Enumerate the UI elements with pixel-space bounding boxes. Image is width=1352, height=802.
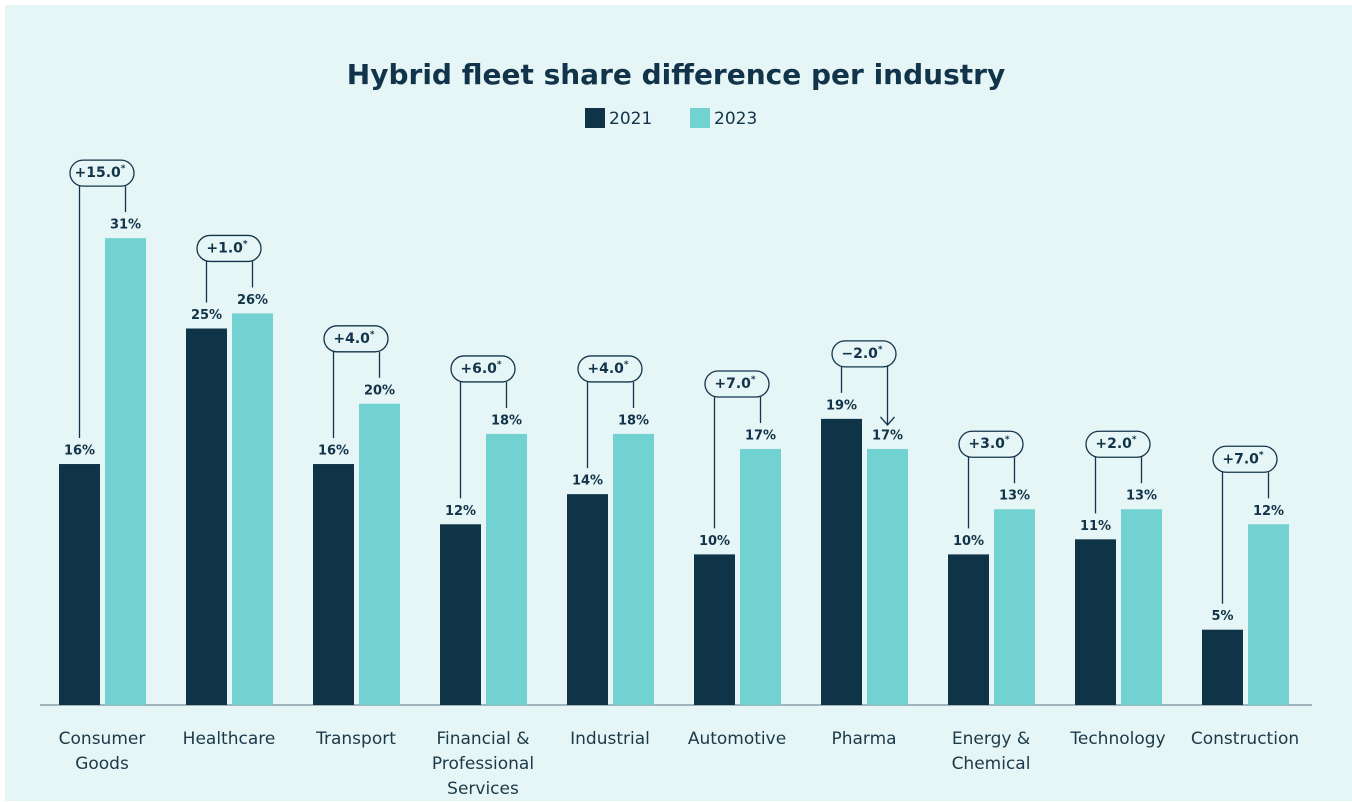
value-label: 31% [110,218,141,233]
value-label: 10% [699,534,730,549]
bar [1121,509,1162,705]
diff-value: +3.0 [968,436,1005,452]
diff-value: +2.0 [1095,436,1132,452]
bar [1075,539,1116,705]
value-label: 17% [745,428,776,443]
x-tick-label: Financial & Professional Services [431,729,535,799]
diff-value: −2.0 [841,346,878,362]
diff-label: +4.0* [587,359,629,377]
value-label: 17% [872,428,903,443]
x-tick-label: Pharma [831,729,897,749]
x-tick-label: Industrial [570,729,650,749]
diff-marker: * [751,374,756,384]
diff-value: +15.0 [75,165,122,181]
bar [694,554,735,705]
diff-pill [1085,430,1151,458]
diff-marker: * [624,359,629,369]
diff-marker: * [1132,435,1137,445]
diff-label: +7.0* [1222,450,1264,468]
legend-swatch [585,108,605,128]
diff-arrowhead [880,416,895,426]
bar [821,418,862,705]
diff-pill [323,325,389,353]
bar [1248,524,1289,705]
bar [994,509,1035,705]
bar [359,403,400,705]
diff-marker: * [1259,450,1264,460]
diff-value: +4.0 [333,331,370,347]
x-tick-label: Technology [1070,729,1166,749]
value-label: 12% [445,504,476,519]
diff-label: +7.0* [714,374,756,392]
x-tick-label: Healthcare [182,729,276,749]
diff-label: +1.0* [206,239,248,257]
diff-label: +4.0* [333,329,375,347]
diff-pill [450,355,516,383]
value-label: 16% [64,444,95,459]
bar [313,464,354,705]
diff-pill [958,430,1024,458]
diff-marker: * [370,329,375,339]
bar [948,554,989,705]
diff-label: +6.0* [460,359,502,377]
value-label: 25% [191,308,222,323]
bar [59,464,100,705]
bar [440,524,481,705]
diff-label: +3.0* [968,435,1010,453]
diff-pill [196,234,262,263]
x-tick-label: Automotive [687,729,787,749]
value-label: 16% [318,444,349,459]
value-label: 18% [618,413,649,428]
bar [486,433,527,705]
legend-swatch [690,108,710,128]
diff-value: +7.0 [1222,451,1259,467]
bar [1202,629,1243,705]
diff-pill [577,355,643,383]
chart-title: Hybrid fleet share difference per indust… [347,58,1005,91]
bar [186,328,227,705]
diff-label: −2.0* [841,344,883,362]
legend-label: 2021 [609,109,652,129]
diff-value: +4.0 [587,361,624,377]
value-label: 5% [1211,609,1233,624]
diff-pill [1212,445,1278,473]
diff-marker: * [878,344,883,354]
value-label: 12% [1253,504,1284,519]
diff-value: +1.0 [206,240,243,256]
x-tick-label: Construction [1190,729,1300,749]
diff-marker: * [497,359,502,369]
value-label: 19% [826,398,857,413]
value-label: 11% [1080,519,1111,534]
bar [613,433,654,705]
bar [567,494,608,705]
diff-marker: * [121,164,126,174]
value-label: 13% [999,489,1030,504]
diff-pill [831,340,897,368]
bar [740,448,781,705]
diff-label: +2.0* [1095,435,1137,453]
bar [105,238,146,705]
diff-pill [704,370,770,398]
bar [232,313,273,705]
value-label: 18% [491,413,522,428]
value-label: 13% [1126,489,1157,504]
x-tick-label: Energy & Chemical [951,729,1031,774]
x-tick-label: Consumer Goods [58,729,146,774]
bar [867,448,908,705]
diff-marker: * [243,239,248,249]
diff-value: +6.0 [460,361,497,377]
value-label: 26% [237,293,268,308]
diff-pill [69,159,135,187]
value-label: 20% [364,383,395,398]
diff-value: +7.0 [714,376,751,392]
diff-marker: * [1005,435,1010,445]
x-tick-label: Transport [316,729,396,749]
value-label: 14% [572,474,603,489]
value-label: 10% [953,534,984,549]
diff-label: +15.0* [75,164,126,182]
legend-label: 2023 [714,109,757,129]
